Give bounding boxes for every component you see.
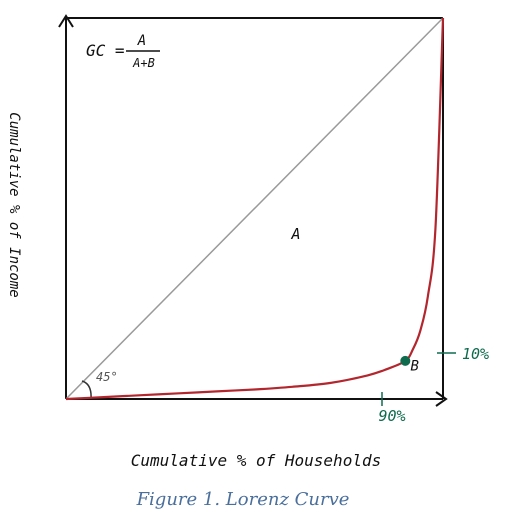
y-axis-arrowhead xyxy=(58,14,74,28)
y-axis-label: Cumulative % of Income xyxy=(6,112,22,297)
figure-caption: Figure 1. Lorenz Curve xyxy=(136,489,350,510)
highlight-point xyxy=(400,355,411,366)
formula-lhs: GC = xyxy=(86,41,125,60)
formula: GC = A A+B xyxy=(86,33,160,70)
lorenz-curve xyxy=(65,17,445,401)
angle-label: 45° xyxy=(96,370,118,384)
angle-arc xyxy=(81,380,92,400)
equality-line xyxy=(65,17,444,400)
region-a-label: A xyxy=(290,225,300,243)
formula-denominator: A+B xyxy=(132,56,155,70)
x-marker-label: 90% xyxy=(378,407,405,425)
x-axis-label: Cumulative % of Households xyxy=(131,451,381,470)
plot-frame xyxy=(58,14,448,407)
y-marker-label: 10% xyxy=(462,345,489,363)
region-b-label: B xyxy=(411,358,419,374)
formula-numerator: A xyxy=(137,33,146,49)
x-axis-arrowhead xyxy=(435,391,448,407)
